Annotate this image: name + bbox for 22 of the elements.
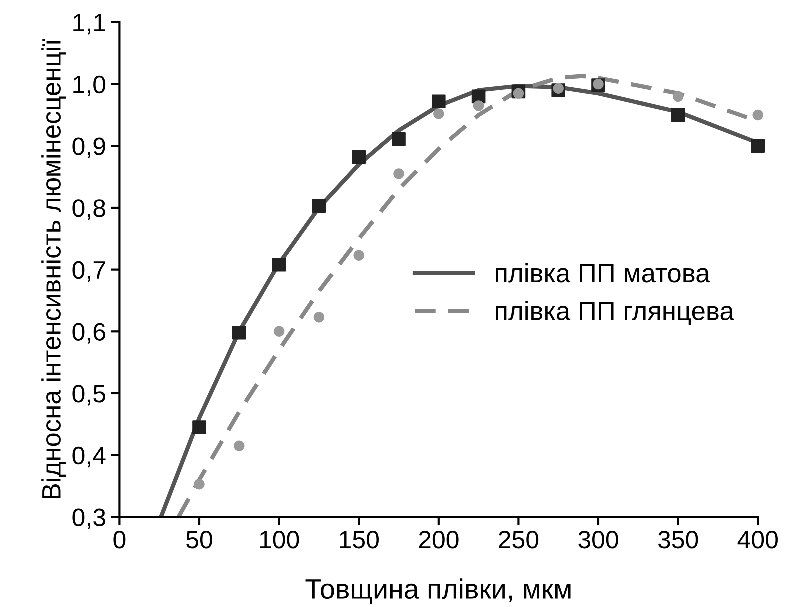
y-tick-label: 0,6 (72, 323, 106, 344)
y-tick-label: 0,4 (72, 446, 106, 468)
x-tick-label: 50 (186, 531, 212, 549)
x-tick-label: 350 (658, 531, 698, 549)
y-tick-label: 0,5 (72, 385, 106, 406)
x-tick-label: 200 (419, 531, 459, 549)
y-tick-label: 1,0 (74, 76, 106, 97)
y-tick-label: 0,9 (72, 138, 106, 158)
x-axis-title: Товщина плівки, мкм (306, 578, 571, 604)
y-tick-label: 0,7 (72, 261, 106, 282)
x-tick-label: 300 (578, 531, 618, 549)
x-tick-label: 400 (738, 531, 778, 549)
y-tick-label: 1,1 (74, 14, 106, 35)
x-tick-label: 150 (340, 531, 379, 549)
legend-label: плівка ПП глянцева (496, 301, 734, 326)
y-tick-label: 0,8 (72, 200, 106, 220)
x-tick-label: 100 (260, 531, 300, 549)
y-tick-label: 0,3 (72, 508, 106, 530)
x-tick-label: 0 (114, 531, 126, 549)
x-tick-label: 250 (499, 531, 539, 549)
legend-label: плівка ПП матова (496, 263, 710, 283)
y-axis-title: Відносна інтенсивність люмінесценції (42, 39, 66, 499)
